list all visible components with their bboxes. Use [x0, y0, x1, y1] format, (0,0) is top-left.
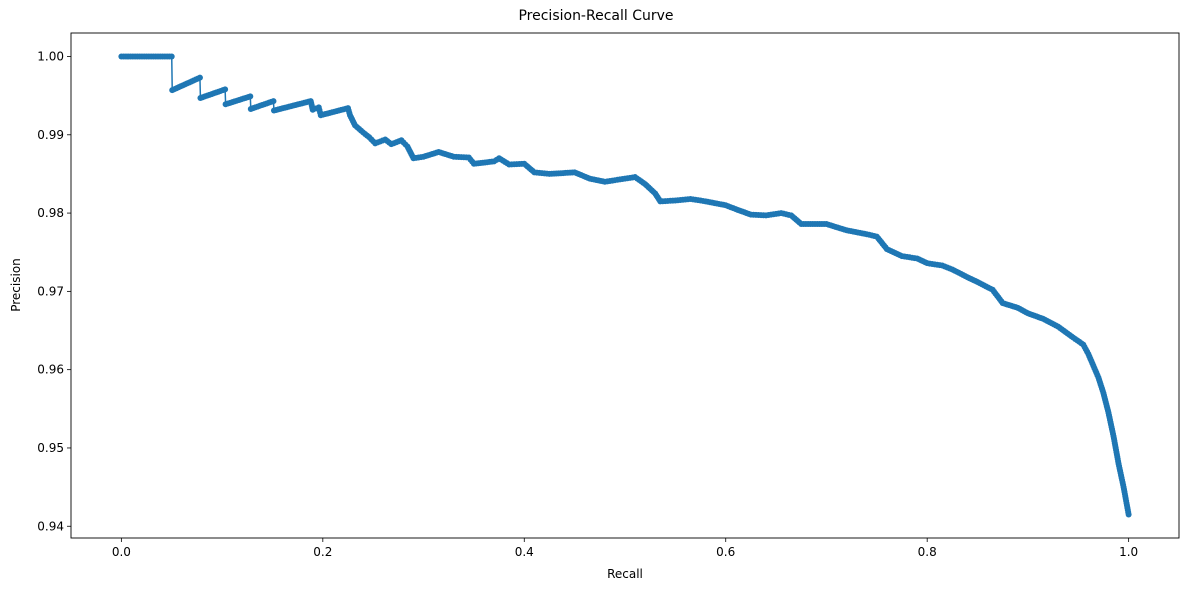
y-tick-label: 0.94 — [37, 519, 64, 533]
marks-layer — [118, 53, 1132, 518]
data-point — [270, 98, 277, 105]
plot-frame — [70, 32, 1180, 539]
y-tick-label: 0.98 — [37, 206, 64, 220]
x-tick-label: 0.8 — [918, 545, 937, 559]
x-tick-label: 0.2 — [313, 545, 332, 559]
y-axis-label: Precision — [9, 258, 23, 312]
x-axis: 0.0 0.2 0.4 0.6 0.8 1.0 — [112, 538, 1138, 559]
y-tick-label: 0.95 — [37, 441, 64, 455]
y-axis: 0.94 0.95 0.96 0.97 0.98 0.99 1.00 — [37, 49, 71, 533]
data-point — [222, 86, 229, 93]
x-tick-label: 0.4 — [515, 545, 534, 559]
x-tick-label: 1.0 — [1119, 545, 1138, 559]
y-tick-label: 0.99 — [37, 128, 64, 142]
chart-title: Precision-Recall Curve — [518, 8, 673, 24]
y-tick-label: 0.96 — [37, 363, 64, 377]
y-tick-label: 1.00 — [37, 49, 64, 63]
data-point — [1125, 511, 1132, 518]
data-point — [196, 74, 203, 81]
x-axis-label: Recall — [607, 567, 643, 581]
series-markers — [118, 53, 1132, 518]
data-point — [247, 93, 254, 100]
x-tick-label: 0.6 — [716, 545, 735, 559]
series-line — [121, 55, 1130, 515]
x-tick-label: 0.0 — [112, 545, 131, 559]
y-tick-label: 0.97 — [37, 284, 64, 298]
data-point — [168, 53, 175, 60]
